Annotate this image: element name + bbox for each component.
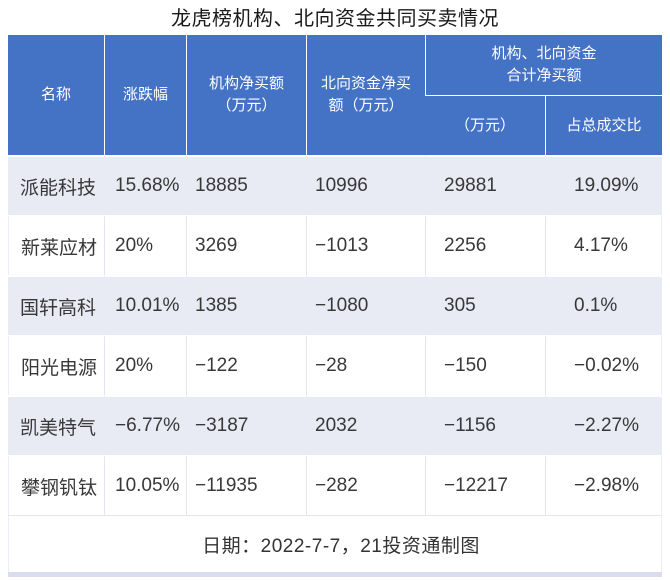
bottom-accent-bar	[8, 572, 662, 577]
stock-name-cell: 攀钢钒钛	[8, 455, 104, 515]
combined-ratio-cell: 4.17%	[545, 215, 663, 275]
table-row: 阳光电源 20% −122 −28 −150 −0.02%	[8, 335, 663, 395]
north-net-buy-cell: 2032	[306, 395, 425, 455]
column-header-combined-ratio: 占总成交比	[545, 95, 663, 155]
change-cell: 10.01%	[104, 275, 186, 335]
table-row: 凯美特气 −6.77% −3187 2032 −1156 −2.27%	[8, 395, 663, 455]
stock-name-cell: 凯美特气	[8, 395, 104, 455]
inst-net-buy-cell: −122	[186, 335, 306, 395]
change-cell: 15.68%	[104, 155, 186, 215]
change-cell: −6.77%	[104, 395, 186, 455]
change-cell: 20%	[104, 215, 186, 275]
column-header-combined-group: 机构、北向资金 合计净买额	[425, 35, 663, 95]
inst-net-buy-cell: 18885	[186, 155, 306, 215]
table-header: 名称 涨跌幅 机构净买额 （万元） 北向资金净买 额（万元） 机构、北向资金 合…	[8, 35, 663, 155]
combined-amount-cell: −12217	[425, 455, 545, 515]
table-row: 国轩高科 10.01% 1385 −1080 305 0.1%	[8, 275, 663, 335]
combined-ratio-cell: −2.27%	[545, 395, 663, 455]
column-header-inst-net-buy: 机构净买额 （万元）	[186, 35, 306, 155]
combined-ratio-cell: 0.1%	[545, 275, 663, 335]
stock-name-cell: 派能科技	[8, 155, 104, 215]
north-net-buy-cell: −282	[306, 455, 425, 515]
inst-net-buy-cell: −11935	[186, 455, 306, 515]
table-body: 派能科技 15.68% 18885 10996 29881 19.09% 新莱应…	[8, 155, 663, 572]
column-header-change: 涨跌幅	[104, 35, 186, 155]
footer-note: 日期：2022-7-7，21投资通制图	[8, 515, 663, 572]
combined-amount-cell: −150	[425, 335, 545, 395]
footer-row: 日期：2022-7-7，21投资通制图	[8, 515, 663, 572]
change-cell: 10.05%	[104, 455, 186, 515]
north-net-buy-cell: −1080	[306, 275, 425, 335]
stock-name-cell: 国轩高科	[8, 275, 104, 335]
stock-table: 名称 涨跌幅 机构净买额 （万元） 北向资金净买 额（万元） 机构、北向资金 合…	[8, 35, 663, 572]
north-net-buy-cell: 10996	[306, 155, 425, 215]
table-row: 新莱应材 20% 3269 −1013 2256 4.17%	[8, 215, 663, 275]
stock-table-container: 名称 涨跌幅 机构净买额 （万元） 北向资金净买 额（万元） 机构、北向资金 合…	[8, 35, 663, 577]
column-header-north-net-buy: 北向资金净买 额（万元）	[306, 35, 425, 155]
combined-ratio-cell: −0.02%	[545, 335, 663, 395]
inst-net-buy-cell: −3187	[186, 395, 306, 455]
page-title: 龙虎榜机构、北向资金共同买卖情况	[171, 8, 499, 30]
combined-ratio-cell: 19.09%	[545, 155, 663, 215]
table-row: 派能科技 15.68% 18885 10996 29881 19.09%	[8, 155, 663, 215]
combined-amount-cell: 2256	[425, 215, 545, 275]
north-net-buy-cell: −28	[306, 335, 425, 395]
table-row: 攀钢钒钛 10.05% −11935 −282 −12217 −2.98%	[8, 455, 663, 515]
stock-name-cell: 新莱应材	[8, 215, 104, 275]
combined-amount-cell: 29881	[425, 155, 545, 215]
combined-ratio-cell: −2.98%	[545, 455, 663, 515]
combined-amount-cell: 305	[425, 275, 545, 335]
change-cell: 20%	[104, 335, 186, 395]
north-net-buy-cell: −1013	[306, 215, 425, 275]
inst-net-buy-cell: 1385	[186, 275, 306, 335]
combined-amount-cell: −1156	[425, 395, 545, 455]
column-header-combined-amount: （万元）	[425, 95, 545, 155]
column-header-name: 名称	[8, 35, 104, 155]
stock-name-cell: 阳光电源	[8, 335, 104, 395]
inst-net-buy-cell: 3269	[186, 215, 306, 275]
